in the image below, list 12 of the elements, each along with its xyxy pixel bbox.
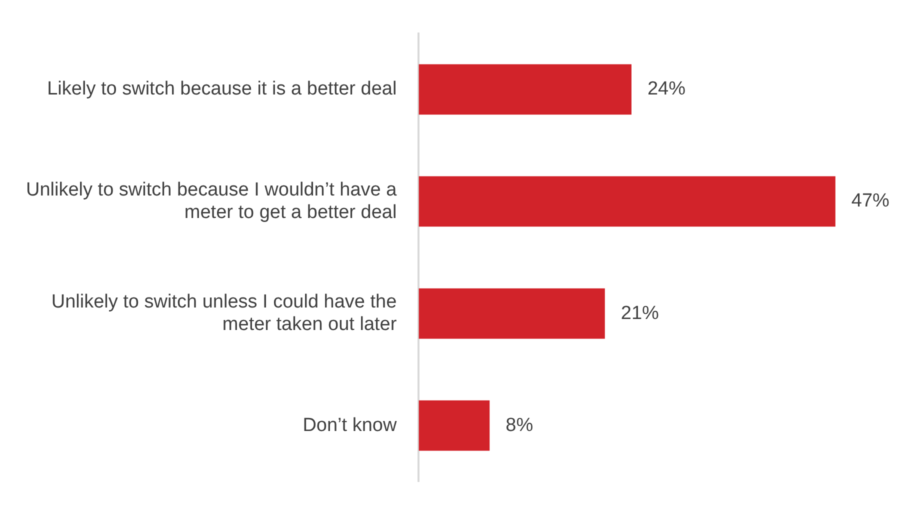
data-label: 21% bbox=[620, 302, 660, 324]
bar bbox=[418, 288, 605, 339]
bar bbox=[418, 64, 632, 115]
bar bbox=[418, 176, 836, 227]
data-label: 24% bbox=[647, 78, 686, 100]
y-tick-label: Don’t know bbox=[302, 414, 397, 436]
bar bbox=[418, 400, 490, 451]
y-tick-label: Likely to switch because it is a better deal bbox=[47, 78, 397, 100]
y-tick-label: Unlikely to switch because I wouldn’t have a meter to get a better deal bbox=[26, 179, 398, 224]
y-tick-label: Unlikely to switch unless I could have the meter taken out later bbox=[51, 291, 398, 336]
data-label: 47% bbox=[851, 190, 890, 212]
data-label: 8% bbox=[506, 414, 534, 436]
